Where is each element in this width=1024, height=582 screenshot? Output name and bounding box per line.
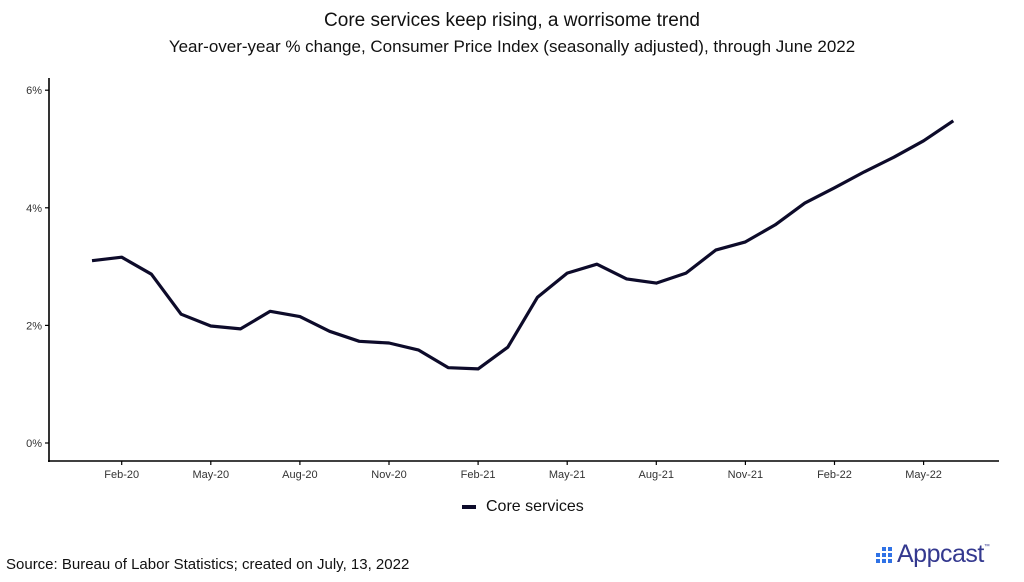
x-tick-label: Feb-21: [461, 469, 496, 481]
axes: [48, 78, 999, 462]
y-tick-label: 4%: [26, 203, 42, 215]
source-note: Source: Bureau of Labor Statistics; crea…: [6, 556, 410, 573]
x-tick-label: Nov-20: [371, 469, 406, 481]
chart-subtitle: Year-over-year % change, Consumer Price …: [168, 37, 856, 56]
legend-label: Core services: [486, 498, 584, 515]
x-tick-label: Feb-20: [104, 469, 139, 481]
y-tick-label: 0%: [26, 438, 42, 450]
y-tick-label: 6%: [26, 85, 42, 97]
logo-dots-icon: [876, 546, 892, 563]
series-line-core-services: [91, 119, 955, 371]
legend-key-core-services: [462, 505, 476, 509]
x-tick-label: May-21: [549, 469, 586, 481]
x-tick-label: Aug-20: [282, 469, 317, 481]
logo-text: Appcast: [897, 540, 984, 568]
ticks: 0% 2% 4% 6% Feb-20 May-20 Aug-20 Nov-20 Feb-21 Ma…: [26, 85, 942, 481]
logo-trademark: ™: [983, 544, 990, 550]
y-tick-label: 2%: [26, 320, 42, 332]
series: [91, 119, 955, 371]
chart-title: Core services keep rising, a worrisome t…: [324, 10, 700, 31]
x-tick-label: May-22: [905, 469, 942, 481]
appcast-logo: Appcast ™: [876, 540, 990, 569]
x-tick-label: Feb-22: [817, 469, 852, 481]
legend: Core services: [462, 498, 584, 516]
x-tick-label: May-20: [192, 469, 229, 481]
x-tick-label: Aug-21: [639, 469, 674, 481]
x-tick-label: Nov-21: [728, 469, 763, 481]
